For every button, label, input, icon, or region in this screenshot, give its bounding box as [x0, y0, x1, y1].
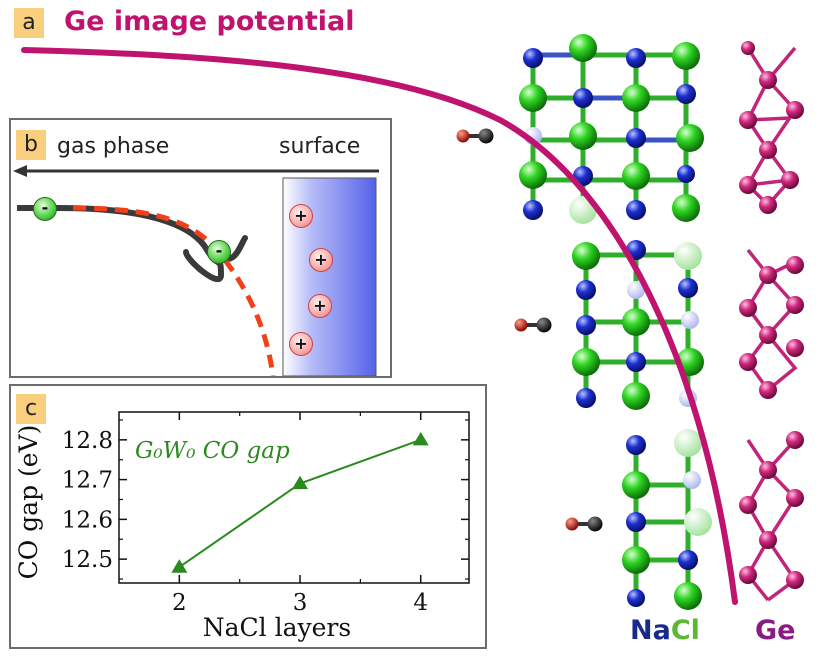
image-charge-sign: + [294, 206, 308, 225]
image-charge-sign: + [294, 334, 308, 353]
y-tick-label: 12.7 [62, 468, 113, 494]
surface-label: surface [279, 134, 361, 159]
data-point [171, 559, 188, 573]
x-tick-label: 2 [172, 590, 187, 616]
co-gap-chart: 12.5 12.6 12.7 12.8 2 3 4 G₀W₀ CO gap NaCl lay… [14, 411, 470, 642]
panel-b: b gas phase surface - - + + + + [9, 118, 392, 378]
gas-phase-label: gas phase [57, 134, 170, 159]
image-charge: + [308, 294, 332, 318]
series-label: G₀W₀ CO gap [135, 438, 290, 464]
co-molecule-top [456, 128, 494, 144]
panel-c: c 12.5 12.6 12.7 12.8 2 3 4 G₀W₀ CO gap NaCl l… [9, 384, 487, 649]
data-point [412, 431, 429, 446]
y-axis-label: CO gap (eV) [14, 425, 43, 580]
nacl-slab-bottom [622, 429, 712, 610]
image-charge: + [289, 204, 313, 228]
electron-surface: - [207, 240, 231, 264]
nacl-slab-top [519, 34, 704, 224]
image-charge-sign: + [313, 296, 327, 315]
y-tick-label: 12.8 [62, 428, 113, 454]
y-tick-label: 12.5 [62, 547, 113, 573]
plot-area [118, 411, 470, 584]
legend-ge: Ge [755, 615, 796, 646]
x-axis-label: NaCl layers [203, 613, 351, 642]
co-molecule-bottom [565, 516, 603, 532]
legend-cl: Cl [670, 615, 700, 646]
panel-a-title: Ge image potential [64, 6, 355, 37]
electron-sign: - [215, 241, 223, 260]
x-tick-label: 4 [413, 590, 428, 616]
image-charge: + [289, 332, 313, 356]
panel-c-letter: c [16, 394, 46, 424]
data-point [292, 475, 309, 490]
y-tick-label: 12.6 [62, 507, 113, 533]
co-molecule-middle [514, 317, 552, 333]
electron-gas-phase: - [33, 197, 57, 221]
image-charge: + [309, 248, 333, 272]
electron-sign: - [41, 198, 49, 217]
potential-dashed-curve [72, 205, 276, 376]
legend-nacl: NaCl [630, 615, 700, 646]
x-tick-label: 3 [293, 590, 308, 616]
legend-na: Na [630, 615, 671, 646]
panel-b-letter: b [16, 130, 46, 160]
image-charge-sign: + [314, 250, 328, 269]
panel-a-letter: a [14, 8, 44, 38]
image-potential-curve [21, 47, 738, 605]
